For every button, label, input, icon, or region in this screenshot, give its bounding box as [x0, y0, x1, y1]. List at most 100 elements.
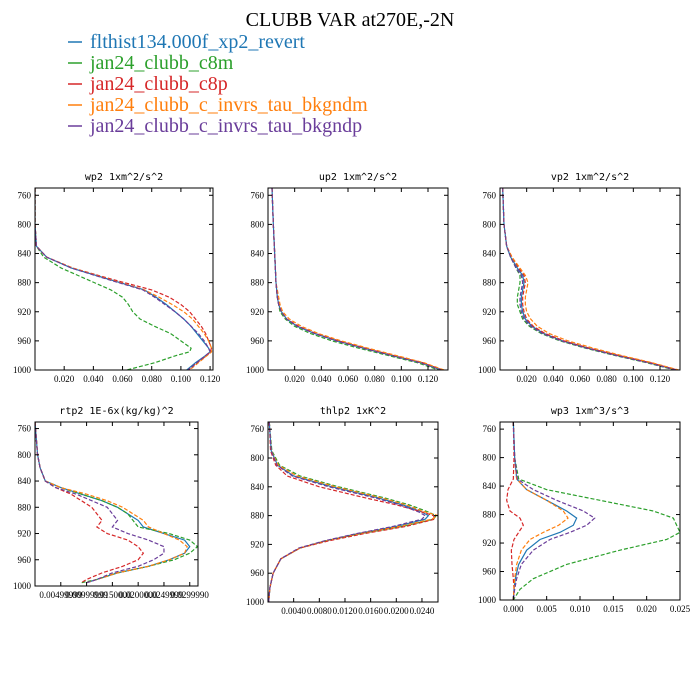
y-tick-label-5-2: 840 — [483, 481, 497, 491]
x-tick-label-2-3: 0.080 — [597, 374, 618, 384]
series-line-2-4 — [502, 188, 677, 370]
panel-title-4: thlp2 1xK^2 — [320, 406, 386, 417]
y-tick-label-2-5: 960 — [483, 336, 497, 346]
y-tick-label-5-1: 800 — [483, 453, 497, 463]
series-line-5-3 — [512, 422, 569, 600]
x-tick-label-5-3: 0.015 — [603, 604, 624, 614]
chart-panels: wp2 1xm^2/s^2 760 800 840 880 920 960 1000 0.020… — [13, 172, 691, 616]
y-tick-label-5-0: 760 — [483, 424, 497, 434]
y-tick-label-0-5: 960 — [18, 336, 32, 346]
panel-title-0: wp2 1xm^2/s^2 — [85, 172, 163, 183]
y-tick-label-3-1: 800 — [18, 450, 32, 460]
y-tick-label-0-1: 800 — [18, 219, 32, 229]
y-tick-label-1-1: 800 — [251, 219, 265, 229]
panel-title-3: rtp2 1E-6x(kg/kg)^2 — [59, 406, 173, 417]
y-tick-label-1-4: 920 — [251, 307, 265, 317]
panel-frame-3 — [34, 421, 199, 587]
y-tick-label-3-3: 880 — [18, 502, 32, 512]
y-tick-label-0-4: 920 — [18, 307, 32, 317]
y-tick-label-3-4: 920 — [18, 529, 32, 539]
x-tick-label-3-3: 0.0200000 — [119, 590, 158, 600]
y-tick-label-1-5: 960 — [251, 336, 265, 346]
series-line-1-1 — [271, 188, 439, 370]
panel-title-2: vp2 1xm^2/s^2 — [551, 172, 629, 183]
panel-0: wp2 1xm^2/s^2 760 800 840 880 920 960 1000 0.020… — [13, 172, 221, 384]
legend-label-0: flthist134.000f_xp2_revert — [90, 31, 305, 53]
series-line-4-1 — [268, 422, 437, 602]
series-line-1-4 — [271, 188, 442, 370]
panel-frame-1 — [267, 187, 449, 371]
x-tick-label-2-1: 0.040 — [543, 374, 564, 384]
series-line-2-2 — [502, 188, 678, 370]
x-tick-label-1-1: 0.040 — [311, 374, 332, 384]
x-tick-label-3-0: 0.00499999 — [39, 590, 82, 600]
series-line-4-4 — [268, 422, 427, 602]
series-line-4-0 — [268, 422, 430, 602]
y-tick-label-3-5: 960 — [18, 555, 32, 565]
panel-title-5: wp3 1xm^3/s^3 — [551, 406, 629, 417]
y-tick-label-4-1: 800 — [251, 453, 265, 463]
y-tick-label-2-3: 880 — [483, 278, 497, 288]
y-tick-label-0-2: 840 — [18, 249, 32, 259]
series-line-3-0 — [35, 422, 191, 584]
series-line-0-1 — [35, 188, 192, 370]
y-tick-label-1-2: 840 — [251, 249, 265, 259]
series-line-5-1 — [512, 422, 680, 600]
panel-5: wp3 1xm^3/s^3 760 800 840 880 920 960 1000 0.000… — [478, 406, 691, 614]
y-tick-label-4-4: 920 — [251, 539, 265, 549]
x-tick-label-4-2: 0.0120 — [333, 606, 358, 616]
series-line-2-3 — [502, 188, 679, 370]
legend-label-3: jan24_clubb_c_invrs_tau_bkgndm — [89, 94, 368, 116]
y-tick-label-2-0: 760 — [483, 190, 497, 200]
panel-frame-2 — [499, 187, 681, 371]
y-tick-label-2-4: 920 — [483, 307, 497, 317]
x-tick-label-4-5: 0.0240 — [410, 606, 435, 616]
x-tick-label-0-2: 0.060 — [112, 374, 133, 384]
x-tick-label-4-1: 0.0080 — [307, 606, 332, 616]
x-tick-label-2-5: 0.120 — [650, 374, 671, 384]
x-tick-label-5-4: 0.020 — [637, 604, 658, 614]
panel-3: rtp2 1E-6x(kg/kg)^2 760 800 840 880 920 960 100… — [13, 406, 209, 600]
x-tick-label-5-2: 0.010 — [570, 604, 591, 614]
y-tick-label-5-5: 960 — [483, 567, 497, 577]
figure-title: CLUBB VAR at270E,-2N — [246, 9, 455, 31]
x-tick-label-4-3: 0.0160 — [358, 606, 383, 616]
series-line-1-0 — [271, 188, 442, 370]
series-line-0-3 — [35, 188, 213, 370]
panel-frame-5 — [499, 421, 681, 601]
legend-label-4: jan24_clubb_c_invrs_tau_bkgndp — [89, 115, 362, 137]
x-tick-label-4-4: 0.0200 — [384, 606, 409, 616]
y-tick-label-4-6: 1000 — [246, 597, 265, 607]
x-tick-label-2-0: 0.020 — [517, 374, 538, 384]
series-line-1-3 — [271, 188, 445, 370]
x-tick-label-0-3: 0.080 — [142, 374, 163, 384]
y-tick-label-0-0: 760 — [18, 190, 32, 200]
x-tick-label-1-5: 0.120 — [418, 374, 439, 384]
y-tick-label-3-2: 840 — [18, 476, 32, 486]
series-line-5-4 — [512, 422, 596, 600]
panel-title-1: up2 1xm^2/s^2 — [319, 172, 397, 183]
series-line-3-4 — [35, 422, 165, 584]
y-tick-label-0-3: 880 — [18, 278, 32, 288]
y-tick-label-5-6: 1000 — [478, 595, 497, 605]
legend-label-2: jan24_clubb_c8p — [89, 73, 228, 95]
x-tick-label-3-5: 0.0299990 — [171, 590, 210, 600]
x-tick-label-5-1: 0.005 — [537, 604, 558, 614]
x-tick-label-1-2: 0.060 — [338, 374, 359, 384]
y-tick-label-5-3: 880 — [483, 510, 497, 520]
y-tick-label-2-6: 1000 — [478, 365, 497, 375]
x-tick-label-3-1: 0.00999999 — [65, 590, 108, 600]
x-tick-label-2-2: 0.060 — [570, 374, 591, 384]
x-tick-label-0-0: 0.020 — [54, 374, 75, 384]
panel-2: vp2 1xm^2/s^2 760 800 840 880 920 960 1000 0.020… — [478, 172, 681, 384]
series-line-3-2 — [35, 422, 145, 584]
series-line-2-0 — [502, 188, 677, 370]
x-tick-label-1-4: 0.100 — [391, 374, 412, 384]
y-tick-label-0-6: 1000 — [13, 365, 32, 375]
series-line-4-2 — [268, 422, 436, 602]
x-tick-label-3-2: 0.0150000 — [93, 590, 132, 600]
y-tick-label-3-0: 760 — [18, 424, 32, 434]
y-tick-label-4-0: 760 — [251, 424, 265, 434]
x-tick-label-0-5: 0.120 — [200, 374, 221, 384]
